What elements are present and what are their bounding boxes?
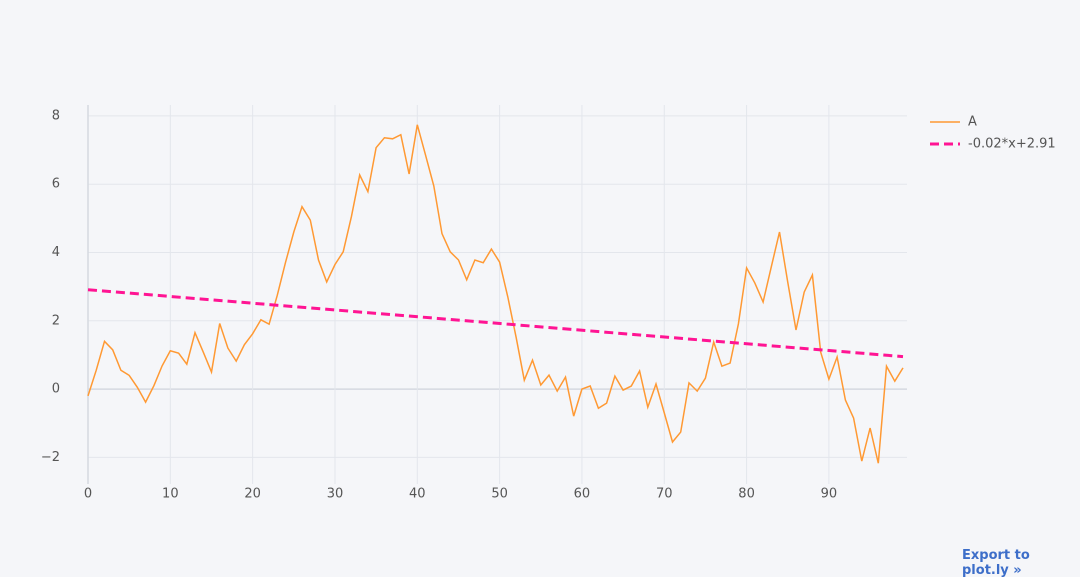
x-tick-label: 90 — [821, 487, 838, 502]
legend-label: A — [968, 115, 977, 130]
line-series — [87, 124, 904, 464]
x-tick-label: 60 — [574, 487, 591, 502]
x-tick-label: 50 — [491, 487, 508, 502]
x-tick-label: 30 — [327, 487, 344, 502]
legend-label: -0.02*x+2.91 — [968, 137, 1056, 152]
y-tick-label: 2 — [52, 313, 60, 328]
x-tick-label: 70 — [656, 487, 673, 502]
line-series — [87, 288, 904, 359]
y-tick-label: 6 — [52, 177, 60, 192]
y-tick-label: 4 — [52, 245, 60, 260]
x-tick-label: 10 — [162, 487, 179, 502]
x-tick-label: 40 — [409, 487, 426, 502]
x-tick-label: 20 — [244, 487, 261, 502]
y-tick-label: −2 — [41, 450, 60, 465]
x-tick-label: 80 — [738, 487, 755, 502]
x-tick-label: 0 — [84, 487, 92, 502]
y-tick-label: 8 — [52, 108, 60, 123]
export-link[interactable]: Export to plot.ly » — [962, 548, 1030, 577]
y-tick-label: 0 — [52, 382, 60, 397]
